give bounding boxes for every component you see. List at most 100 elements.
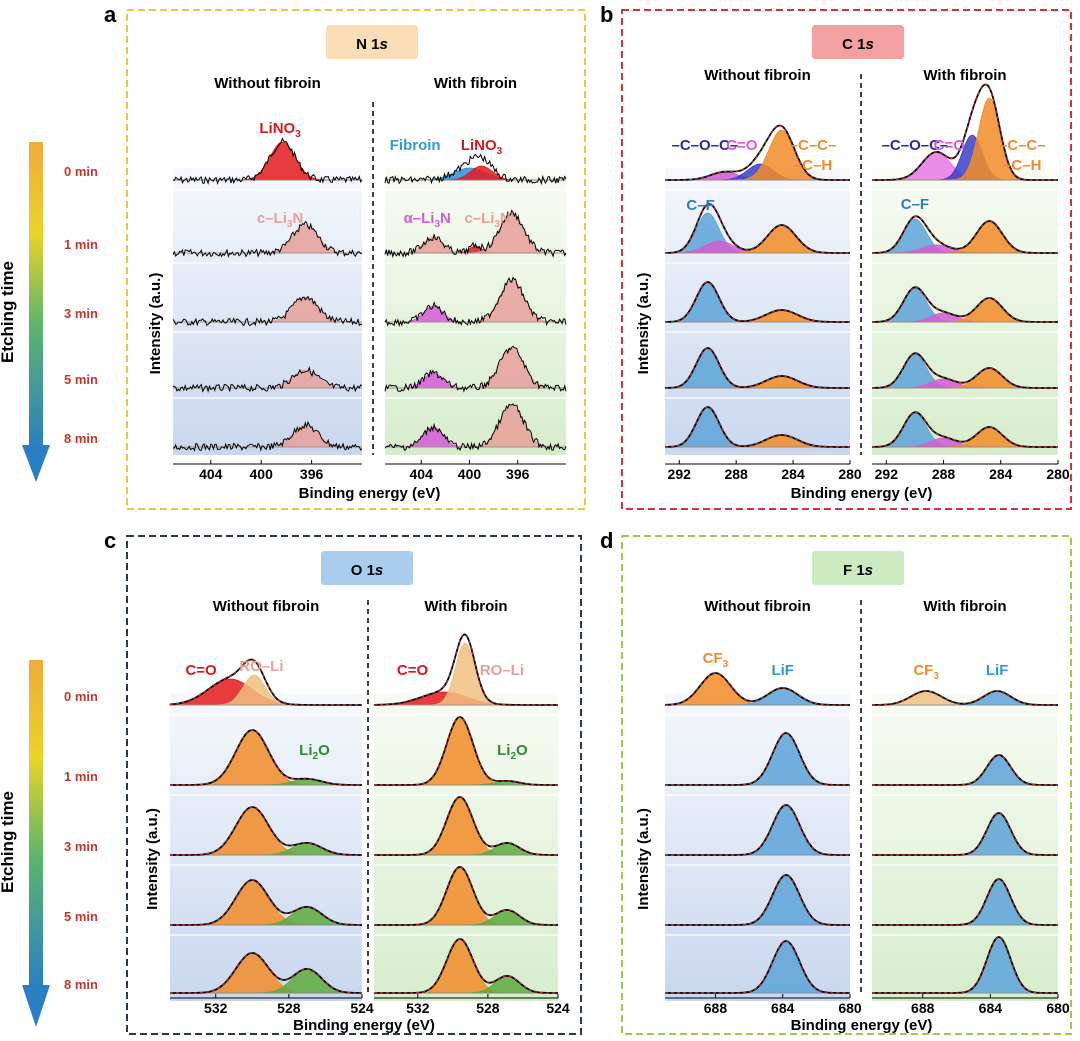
- etch-time-label: 0 min: [64, 164, 98, 179]
- half-without-fibroin: Without fibroin 292 288 284 280: [664, 67, 862, 482]
- spectrum-fit: [665, 940, 850, 994]
- spectrum-row: [872, 262, 1058, 323]
- peak-annotation: LiF: [986, 662, 1009, 679]
- etch-time-label: 3 min: [64, 306, 98, 321]
- x-axis-label: Binding energy (eV): [293, 1017, 435, 1034]
- half-with-fibroin: With fibroin 688 684 680: [872, 598, 1070, 1016]
- peak-annotation: –C–H: [1003, 157, 1041, 174]
- etch-time-label: 1 min: [64, 769, 98, 784]
- x-tick-label: 528: [277, 1000, 301, 1016]
- panel-frame: [126, 9, 586, 510]
- spectrum-fit: [374, 633, 558, 706]
- panel-title-box: [812, 551, 904, 585]
- spectrum-fit: [170, 879, 362, 926]
- spectrum-fit: [170, 729, 362, 786]
- panel-c: c O 1s Intensity (a.u.) 0 min 1 min 3 min 5 mi…: [64, 528, 582, 1035]
- x-tick-label: 532: [204, 1000, 228, 1016]
- half-subtitle: With fibroin: [923, 598, 1006, 615]
- half-subtitle: With fibroin: [424, 598, 507, 615]
- spectrum-envelope: [172, 220, 363, 258]
- x-tick-label: 284: [989, 466, 1013, 482]
- spectrum-row: [665, 794, 850, 856]
- spectrum-row: [170, 864, 362, 926]
- half-subtitle: With fibroin: [434, 75, 517, 92]
- spectrum-row: [172, 189, 363, 258]
- spectrum-fit: [872, 215, 1058, 254]
- half-background: [385, 168, 566, 455]
- spectrum-row: [664, 672, 850, 706]
- panel-title: O 1s: [351, 562, 384, 579]
- spectrum-fit: [170, 952, 362, 994]
- half-without-fibroin: Without fibroin 688 684 680: [664, 598, 862, 1016]
- spectrum-fit: [374, 796, 558, 856]
- spectrum-row: [872, 189, 1058, 254]
- spectrum-fit: [665, 125, 850, 181]
- spectrum-row: [872, 934, 1058, 994]
- spectrum-row: [872, 83, 1058, 181]
- spectrum-row: [665, 124, 850, 181]
- etch-time-label: 3 min: [64, 839, 98, 854]
- x-tick-label: 400: [458, 466, 482, 482]
- peak-annotation: C=O: [726, 137, 758, 154]
- spectrum-fit: [872, 286, 1058, 323]
- spectrum-fit: [665, 732, 850, 786]
- x-tick-label: 288: [724, 466, 748, 482]
- etch-time-label: 0 min: [64, 689, 98, 704]
- spectrum-row: [664, 262, 850, 323]
- spectrum-row: [664, 397, 850, 448]
- half-subtitle: Without fibroin: [704, 598, 811, 615]
- half-subtitle: Without fibroin: [213, 598, 320, 615]
- panel-title: N 1s: [356, 36, 388, 53]
- etch-time-label: 5 min: [64, 909, 98, 924]
- peak-annotation: RO–Li: [239, 658, 283, 675]
- panel-letter: a: [104, 2, 117, 27]
- spectrum-fit: [664, 281, 850, 323]
- x-tick-label: 684: [979, 1000, 1003, 1016]
- spectrum-fit: [872, 754, 1058, 786]
- panels: a N 1s Intensity (a.u.) 0 min 1 min 3 min 5 mi…: [64, 2, 1072, 1035]
- panel-title: F 1s: [843, 562, 873, 579]
- spectrum-row: [172, 397, 363, 452]
- spectrum-row: [665, 934, 850, 994]
- spectrum-row: [374, 794, 558, 856]
- spectrum-row: [172, 331, 363, 393]
- panel-letter: c: [104, 528, 116, 553]
- peak-annotation: C=O: [934, 137, 966, 154]
- panel-title-box: [321, 551, 413, 585]
- half-subtitle: Without fibroin: [704, 67, 811, 84]
- x-tick-label: 396: [506, 466, 530, 482]
- x-tick-label: 404: [199, 466, 223, 482]
- spectrum-fit: [664, 672, 850, 706]
- peak-annotation: C=O: [397, 662, 429, 679]
- spectrum-envelope: [384, 153, 567, 186]
- etch-arrow-bottom-head: [22, 985, 50, 1027]
- etch-time-label: 8 min: [64, 431, 98, 446]
- x-tick-label: 280: [838, 466, 862, 482]
- x-tick-label: 680: [838, 1000, 862, 1016]
- panel-letter: d: [600, 528, 613, 553]
- spectrum-row: [170, 794, 362, 856]
- spectrum-fit: [872, 936, 1058, 994]
- peak-annotation: C=O: [185, 662, 217, 679]
- half-subtitle: With fibroin: [923, 67, 1006, 84]
- spectrum-row: [170, 714, 362, 786]
- x-axis-label: Binding energy (eV): [299, 485, 441, 502]
- spectrum-fit: [374, 938, 558, 994]
- peak-annotation: Li2O: [299, 742, 330, 762]
- spectrum-fit: [872, 812, 1058, 856]
- panel-title-box: [326, 25, 418, 59]
- spectrum-row: [872, 864, 1058, 926]
- spectrum-row: [384, 397, 567, 452]
- spectrum-fit: [665, 804, 850, 856]
- peak-annotation: CF3: [703, 650, 729, 670]
- spectrum-envelope: [384, 345, 567, 393]
- x-tick-label: 280: [1046, 466, 1070, 482]
- half-subtitle: Without fibroin: [214, 75, 321, 92]
- spectrum-row: [384, 262, 567, 328]
- spectrum-row: [172, 137, 363, 186]
- x-tick-label: 292: [668, 466, 692, 482]
- spectrum-row: [664, 331, 850, 389]
- etch-time-label: 1 min: [64, 237, 98, 252]
- etch-arrow-bottom: Etching time: [0, 660, 50, 1027]
